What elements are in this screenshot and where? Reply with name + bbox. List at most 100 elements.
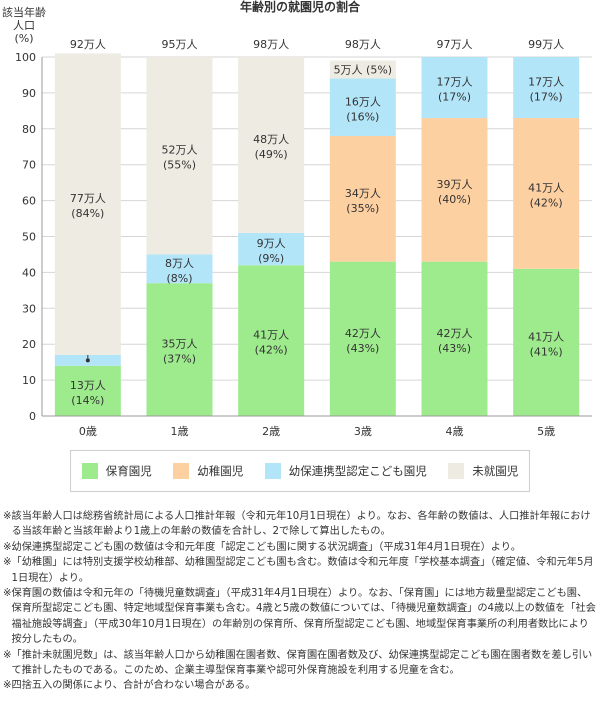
data-label: 17万人 [437, 76, 473, 89]
y-tick-label: 90 [22, 87, 36, 100]
legend-swatch-youchien [173, 463, 190, 479]
footnotes: ※ 該当年齢人口は総務省統計局による人口推計年報（令和元年10月1日現在）より。な… [3, 509, 597, 694]
data-label: (8%) [166, 272, 192, 285]
bar-segment [54, 365, 121, 416]
data-label: (37%) [163, 353, 196, 366]
data-label: (55%) [163, 159, 196, 172]
data-label: 17万人 [528, 76, 564, 89]
data-label: (42%) [530, 196, 563, 209]
bar-total-label: 99万人 [528, 38, 564, 51]
data-label: 13万人 [70, 379, 106, 392]
y-tick-label: 50 [22, 231, 36, 244]
x-tick-label: 1歳 [171, 425, 189, 438]
bar-segment [513, 118, 580, 269]
bar-total-label: 97万人 [437, 38, 473, 51]
data-label: (42%) [255, 344, 288, 357]
data-label: 52万人 [162, 144, 198, 157]
bar-segment [329, 78, 396, 136]
x-tick-label: 2歳 [262, 425, 280, 438]
footnote: ※ 幼保連携型認定こども園の数値は令和元年度「認定こども園に関する状況調査」（平成… [3, 541, 521, 553]
data-label: 5万人 (5%) [334, 64, 393, 77]
bar-segment [238, 57, 305, 233]
data-label: (17%) [438, 91, 471, 104]
data-label: 41万人 [253, 329, 289, 342]
data-label: (35%) [346, 202, 379, 215]
bar-segment [513, 268, 580, 416]
data-label: 41万人 [528, 330, 564, 343]
data-label: (84%) [71, 207, 104, 220]
bar-total-label: 98万人 [253, 38, 289, 51]
y-tick-label: 10 [22, 374, 36, 387]
bar-segment [146, 57, 213, 255]
data-label: 39万人 [437, 178, 473, 191]
legend-label-mishuen: 未就園児 [472, 464, 519, 478]
data-label: 77万人 [70, 192, 106, 205]
legend-label-hoiku: 保育園児 [105, 464, 152, 478]
data-label: (43%) [438, 342, 471, 355]
y-tick-label: 30 [22, 302, 36, 315]
legend-swatch-kodomoen [264, 463, 281, 479]
bar-segment [54, 53, 121, 355]
y-axis-label: 人口 [13, 19, 35, 32]
legend-item-kodomoen: 幼保連携型認定こども園児 [264, 463, 427, 479]
legend-item-youchien: 幼稚園児 [173, 463, 243, 479]
y-tick-label: 0 [29, 410, 36, 423]
data-label: (17%) [530, 91, 563, 104]
y-tick-label: 80 [22, 123, 36, 136]
data-label: 41万人 [528, 181, 564, 194]
bar-segment [329, 135, 396, 262]
bar-segment [146, 254, 213, 284]
leader-dot [85, 358, 90, 363]
bar-segment [238, 265, 305, 416]
stacked-bar-chart: 年齢別の就園児の割合 該当年齢人口(%) 0 10 20 30 40 50 60 70 80 90 10… [2, 0, 592, 438]
bar-total-label: 92万人 [70, 38, 106, 51]
data-label: (16%) [346, 110, 379, 123]
bar-segment [421, 57, 488, 119]
data-label: 9万人 [257, 237, 286, 250]
data-label: 34万人 [345, 187, 381, 200]
x-tick-label: 5歳 [537, 425, 555, 438]
x-tick-label: 0歳 [79, 425, 97, 438]
data-label: 8万人 [165, 257, 194, 270]
x-tick-label: 3歳 [354, 425, 372, 438]
legend-item-mishuen: 未就園児 [448, 463, 518, 479]
y-tick-label: 100 [15, 51, 36, 64]
data-label: 35万人 [162, 338, 198, 351]
legend-swatch-mishuen [448, 463, 465, 479]
bar-segment [329, 261, 396, 416]
footnote: ※ 保育園の数値は令和元年の「待機児童数調査」（平成31年4月1日現在）より。なお… [3, 588, 596, 646]
y-axis-label: 該当年齢 [2, 5, 46, 19]
data-label: (14%) [71, 394, 104, 407]
bar-total-label: 95万人 [162, 38, 198, 51]
data-label: (43%) [346, 342, 379, 355]
footnote: ※ 「幼稚園」には特別支援学校幼稚部、幼稚園型認定こども園も含む。数値は令和元年度… [3, 557, 594, 584]
legend-swatch-hoiku [81, 463, 98, 479]
footnote: ※ 該当年齢人口は総務省統計局による人口推計年報（令和元年10月1日現在）より。な… [3, 511, 591, 538]
x-tick-label: 4歳 [446, 425, 464, 438]
legend-item-hoiku: 保育園児 [81, 463, 152, 479]
y-tick-label: 40 [22, 266, 36, 279]
bar-segment [421, 118, 488, 262]
y-tick-label: 70 [22, 159, 36, 172]
y-tick-label: 20 [22, 338, 36, 351]
legend: 保育園児 幼稚園児 幼保連携型認定こども園児 未就園児 [70, 450, 530, 492]
data-label: 16万人 [345, 95, 381, 108]
y-axis-label: (%) [14, 32, 33, 45]
data-label: (41%) [530, 345, 563, 358]
data-label: 48万人 [253, 133, 289, 146]
footnote: ※ 「推計未就園児数」は、該当年齢人口から幼稚園在園者数、保育園在園者数及び、幼保… [3, 649, 593, 677]
footnote: ※ 四捨五入の関係により、合計が合わない場合がある。 [3, 680, 256, 692]
data-label: 42万人 [437, 327, 473, 340]
data-label: (9%) [258, 252, 284, 265]
bar-segment [513, 57, 580, 119]
bar-segment [146, 283, 213, 416]
bar-total-label: 98万人 [345, 38, 381, 51]
bar-segment [329, 60, 396, 79]
data-label: (40%) [438, 193, 471, 206]
bar-segment [421, 261, 488, 416]
y-tick-label: 60 [22, 195, 36, 208]
chart-title: 年齢別の就園児の割合 [240, 0, 361, 14]
data-label: (49%) [255, 148, 288, 161]
legend-label-kodomoen: 幼保連携型認定こども園児 [288, 464, 427, 478]
legend-label-youchien: 幼稚園児 [197, 464, 244, 478]
